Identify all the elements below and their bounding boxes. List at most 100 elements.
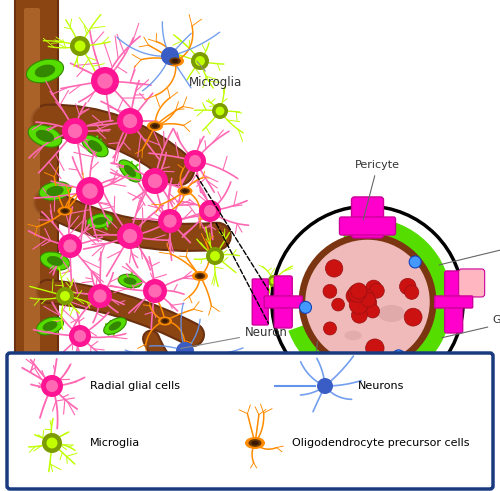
Ellipse shape bbox=[70, 355, 90, 367]
Ellipse shape bbox=[88, 140, 102, 152]
Ellipse shape bbox=[74, 357, 86, 364]
Text: Oligodendrocyte precursor cells: Oligodendrocyte precursor cells bbox=[292, 438, 470, 448]
Circle shape bbox=[82, 183, 98, 199]
FancyBboxPatch shape bbox=[458, 269, 484, 297]
Circle shape bbox=[56, 287, 74, 305]
Ellipse shape bbox=[40, 252, 70, 270]
Circle shape bbox=[189, 155, 201, 167]
Circle shape bbox=[400, 278, 416, 295]
Circle shape bbox=[354, 301, 368, 314]
Ellipse shape bbox=[119, 160, 141, 182]
Circle shape bbox=[41, 375, 63, 397]
Circle shape bbox=[349, 295, 368, 314]
FancyBboxPatch shape bbox=[252, 279, 268, 325]
Circle shape bbox=[283, 218, 452, 386]
Circle shape bbox=[270, 277, 277, 284]
Ellipse shape bbox=[42, 321, 58, 331]
Circle shape bbox=[409, 256, 421, 268]
Circle shape bbox=[392, 350, 404, 362]
Circle shape bbox=[210, 251, 220, 261]
Circle shape bbox=[142, 168, 168, 194]
Circle shape bbox=[358, 289, 374, 306]
Circle shape bbox=[404, 285, 419, 300]
Circle shape bbox=[366, 280, 382, 296]
Circle shape bbox=[152, 398, 168, 414]
FancyBboxPatch shape bbox=[24, 8, 40, 463]
Circle shape bbox=[346, 288, 362, 304]
Ellipse shape bbox=[26, 59, 64, 82]
FancyArrowPatch shape bbox=[48, 121, 178, 169]
Circle shape bbox=[212, 103, 228, 119]
Ellipse shape bbox=[104, 318, 126, 334]
Ellipse shape bbox=[124, 277, 136, 285]
Ellipse shape bbox=[251, 441, 259, 445]
Circle shape bbox=[348, 284, 366, 302]
Circle shape bbox=[326, 260, 343, 277]
Circle shape bbox=[332, 298, 344, 311]
Circle shape bbox=[117, 108, 143, 134]
Ellipse shape bbox=[182, 190, 188, 192]
Ellipse shape bbox=[169, 57, 181, 65]
Ellipse shape bbox=[195, 273, 205, 279]
Circle shape bbox=[70, 36, 90, 56]
Circle shape bbox=[68, 124, 82, 138]
Text: Neuron: Neuron bbox=[180, 326, 288, 349]
Ellipse shape bbox=[197, 274, 203, 278]
Text: Tight Junction: Tight Junction bbox=[439, 235, 500, 265]
Circle shape bbox=[199, 200, 221, 222]
Circle shape bbox=[366, 304, 380, 318]
Ellipse shape bbox=[378, 305, 405, 322]
Circle shape bbox=[216, 107, 224, 115]
Circle shape bbox=[46, 437, 58, 448]
Circle shape bbox=[148, 284, 162, 298]
Circle shape bbox=[272, 206, 463, 398]
Circle shape bbox=[148, 174, 162, 188]
Circle shape bbox=[352, 307, 368, 323]
Ellipse shape bbox=[47, 256, 63, 266]
Circle shape bbox=[46, 380, 58, 392]
Circle shape bbox=[58, 234, 82, 258]
Ellipse shape bbox=[58, 207, 72, 216]
Circle shape bbox=[161, 47, 179, 65]
Ellipse shape bbox=[62, 209, 68, 213]
Ellipse shape bbox=[245, 437, 265, 449]
Circle shape bbox=[358, 294, 376, 312]
Ellipse shape bbox=[162, 319, 168, 323]
Circle shape bbox=[98, 73, 112, 89]
Ellipse shape bbox=[147, 121, 163, 131]
Ellipse shape bbox=[178, 187, 192, 195]
Circle shape bbox=[354, 292, 370, 308]
Circle shape bbox=[176, 342, 194, 360]
Circle shape bbox=[62, 118, 88, 144]
Ellipse shape bbox=[35, 64, 55, 78]
Text: Neurons: Neurons bbox=[358, 381, 405, 391]
FancyBboxPatch shape bbox=[444, 271, 462, 333]
Circle shape bbox=[91, 67, 119, 95]
Ellipse shape bbox=[36, 130, 54, 142]
Circle shape bbox=[351, 283, 367, 299]
Circle shape bbox=[354, 300, 368, 313]
Circle shape bbox=[184, 150, 206, 172]
Circle shape bbox=[94, 289, 106, 302]
Circle shape bbox=[268, 275, 280, 287]
Circle shape bbox=[298, 233, 436, 371]
FancyBboxPatch shape bbox=[7, 353, 493, 489]
Circle shape bbox=[117, 223, 143, 249]
Text: Basement
Membrane: Basement Membrane bbox=[280, 341, 340, 428]
FancyBboxPatch shape bbox=[274, 276, 292, 328]
Ellipse shape bbox=[150, 123, 160, 129]
Circle shape bbox=[366, 339, 384, 357]
Circle shape bbox=[123, 229, 137, 243]
FancyArrowPatch shape bbox=[48, 202, 217, 238]
Ellipse shape bbox=[158, 317, 172, 326]
Text: Radial glial cells: Radial glial cells bbox=[90, 381, 180, 391]
Ellipse shape bbox=[39, 182, 71, 200]
FancyBboxPatch shape bbox=[340, 217, 396, 235]
Text: Pericyte: Pericyte bbox=[355, 160, 400, 220]
Circle shape bbox=[158, 209, 182, 233]
Circle shape bbox=[74, 330, 86, 342]
Ellipse shape bbox=[46, 186, 64, 196]
FancyBboxPatch shape bbox=[352, 197, 384, 238]
Circle shape bbox=[206, 247, 224, 265]
Text: Endothelial
Cell: Endothelial Cell bbox=[370, 355, 432, 430]
